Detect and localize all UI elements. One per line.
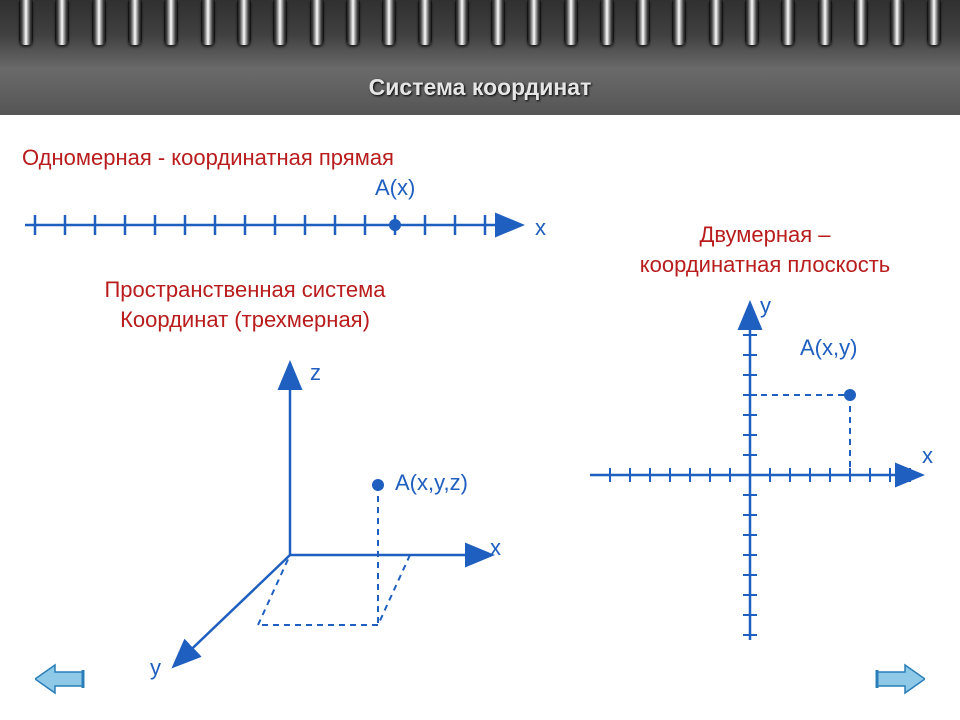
three-d-heading: Пространственная система Координат (трех… <box>55 275 435 334</box>
one-d-point-label: A(x) <box>375 175 415 201</box>
ring <box>527 0 541 45</box>
ring <box>491 0 505 45</box>
ring <box>19 0 33 45</box>
ring <box>237 0 251 45</box>
ring <box>672 0 686 45</box>
three-d-diagram <box>120 345 520 685</box>
three-d-point-label: A(x,y,z) <box>395 470 468 496</box>
ring <box>418 0 432 45</box>
ring <box>781 0 795 45</box>
spiral-binding <box>0 0 960 55</box>
prev-arrow-icon <box>35 663 87 695</box>
one-d-heading: Одномерная - координатная прямая <box>22 143 394 173</box>
one-d-axis-diagram <box>20 205 530 245</box>
ring <box>382 0 396 45</box>
ring <box>164 0 178 45</box>
two-d-heading: Двумерная – координатная плоскость <box>595 220 935 279</box>
ring <box>92 0 106 45</box>
two-d-x-label: x <box>922 443 933 469</box>
ring <box>636 0 650 45</box>
ring <box>564 0 578 45</box>
two-d-point-label: A(x,y) <box>800 335 857 361</box>
ring <box>455 0 469 45</box>
one-d-axis-label: x <box>535 215 546 241</box>
next-button[interactable] <box>873 663 925 695</box>
two-d-heading-l1: Двумерная – координатная плоскость <box>640 222 890 277</box>
page-title: Система координат <box>0 74 960 101</box>
slide-content: Одномерная - координатная прямая A(x) <box>0 115 960 720</box>
ring <box>600 0 614 45</box>
ring <box>310 0 324 45</box>
ring <box>745 0 759 45</box>
ring <box>273 0 287 45</box>
ring <box>128 0 142 45</box>
two-d-y-label: y <box>760 293 771 319</box>
ring <box>927 0 941 45</box>
ring <box>818 0 832 45</box>
three-d-x-label: x <box>490 535 501 561</box>
ring <box>55 0 69 45</box>
three-d-heading-text: Пространственная система Координат (трех… <box>104 277 385 332</box>
ring <box>201 0 215 45</box>
slide-header: Система координат <box>0 0 960 115</box>
ring <box>890 0 904 45</box>
ring <box>854 0 868 45</box>
ring <box>709 0 723 45</box>
prev-button[interactable] <box>35 663 87 695</box>
three-d-z-label: z <box>310 360 321 386</box>
two-d-diagram <box>580 290 940 650</box>
three-d-y-label: y <box>150 655 161 681</box>
ring <box>346 0 360 45</box>
next-arrow-icon <box>873 663 925 695</box>
